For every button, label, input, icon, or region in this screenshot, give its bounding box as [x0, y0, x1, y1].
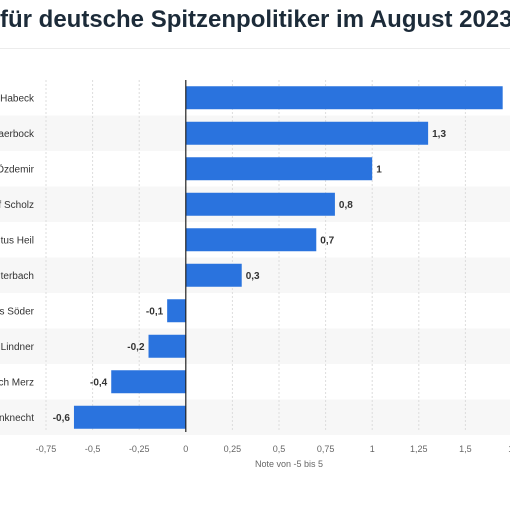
x-tick-label: -0,25	[129, 444, 150, 454]
value-label: -0,4	[90, 377, 108, 388]
x-tick-label: 1,5	[459, 444, 472, 454]
x-tick-label: -0,75	[36, 444, 57, 454]
value-label: 0,3	[246, 271, 260, 282]
x-axis-label: Note von -5 bis 5	[255, 459, 323, 469]
category-label: Habeck	[0, 93, 35, 104]
value-label: 0,8	[339, 200, 353, 211]
bar	[148, 334, 186, 358]
title-separator	[0, 48, 510, 49]
bar	[167, 299, 186, 323]
row-stripe	[0, 257, 510, 293]
bar	[185, 86, 503, 110]
x-tick-label: 0	[183, 444, 188, 454]
x-tick-label: 0,5	[273, 444, 286, 454]
x-tick-label: 1,	[508, 444, 510, 454]
category-label: aerbock	[0, 129, 35, 140]
category-label: f Scholz	[0, 200, 34, 211]
bar	[73, 405, 186, 429]
category-label: Lindner	[1, 342, 35, 353]
x-tick-label: 0,75	[317, 444, 335, 454]
row-stripe	[0, 328, 510, 364]
bar	[185, 192, 335, 216]
bar	[185, 121, 429, 145]
bar	[185, 228, 317, 252]
value-label: -0,1	[146, 306, 164, 317]
value-label: -0,6	[53, 413, 71, 424]
value-label: 1	[376, 164, 382, 175]
category-label: tus Heil	[1, 235, 34, 246]
category-label: ch Merz	[0, 377, 34, 388]
x-tick-label: 1,25	[410, 444, 428, 454]
value-label: 0,7	[320, 235, 334, 246]
bar	[111, 370, 186, 394]
x-tick-label: 0,25	[224, 444, 242, 454]
category-label: s Söder	[0, 306, 35, 317]
bar	[185, 157, 373, 181]
bar	[185, 263, 242, 287]
value-label: -0,2	[127, 342, 145, 353]
x-tick-label: 1	[370, 444, 375, 454]
value-label: 1,3	[432, 129, 446, 140]
category-label: Özdemir	[0, 163, 35, 175]
category-label: terbach	[1, 271, 34, 282]
x-tick-label: -0,5	[85, 444, 101, 454]
chart-title: für deutsche Spitzenpolitiker im August …	[0, 6, 510, 33]
category-label: nknecht	[0, 413, 34, 424]
